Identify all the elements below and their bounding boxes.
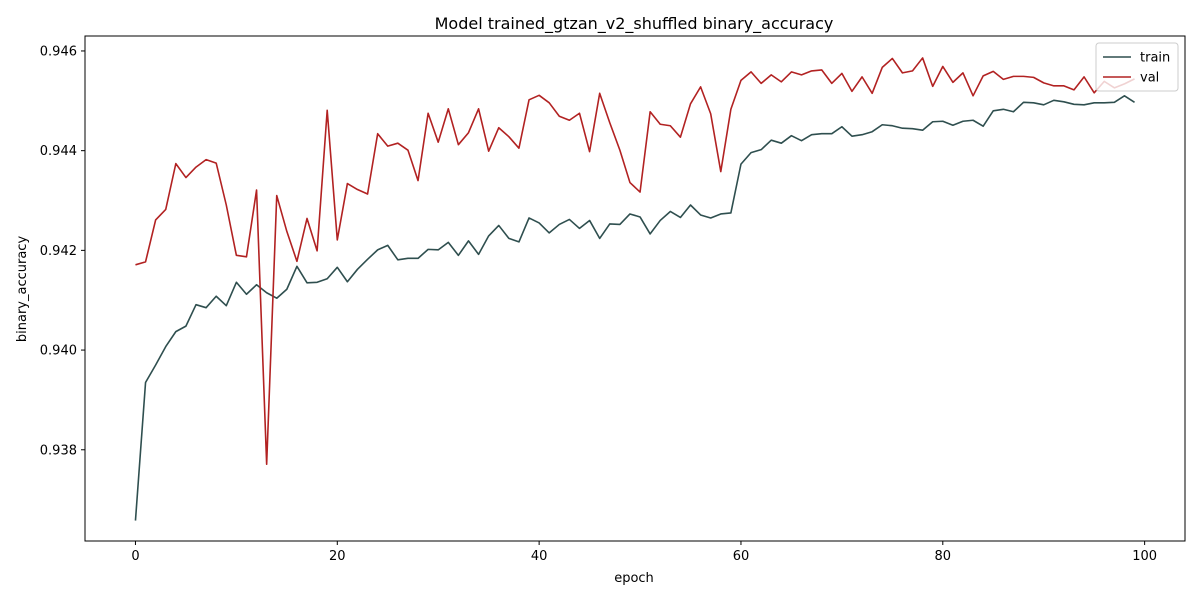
- x-axis: 0 20 40 60 80 100: [131, 541, 1157, 564]
- x-tick-label: 40: [531, 549, 548, 564]
- y-tick-label: 0.938: [40, 443, 77, 458]
- series-line-train: [134, 95, 1135, 521]
- y-axis: 0.938 0.940 0.942 0.944 0.946: [40, 44, 85, 458]
- series-line-val: [135, 57, 1135, 466]
- x-tick-label: 80: [935, 549, 952, 564]
- x-tick-label: 60: [733, 549, 750, 564]
- chart-title: Model trained_gtzan_v2_shuffled binary_a…: [435, 14, 834, 34]
- x-axis-label: epoch: [614, 571, 654, 586]
- y-axis-label: binary_accuracy: [15, 236, 30, 343]
- y-tick-label: 0.946: [40, 44, 77, 59]
- axes-frame: [84, 35, 1186, 542]
- y-tick-label: 0.940: [40, 344, 77, 359]
- y-tick-label: 0.942: [40, 244, 77, 259]
- legend-box: [1095, 42, 1179, 92]
- legend: train val: [1095, 42, 1179, 92]
- x-tick-label: 100: [1132, 549, 1157, 564]
- plot-area: [134, 57, 1135, 521]
- legend-label-val: val: [1140, 71, 1159, 86]
- x-tick-label: 0: [131, 549, 139, 564]
- x-tick-label: 20: [329, 549, 346, 564]
- legend-label-train: train: [1140, 51, 1170, 66]
- y-tick-label: 0.944: [40, 144, 77, 159]
